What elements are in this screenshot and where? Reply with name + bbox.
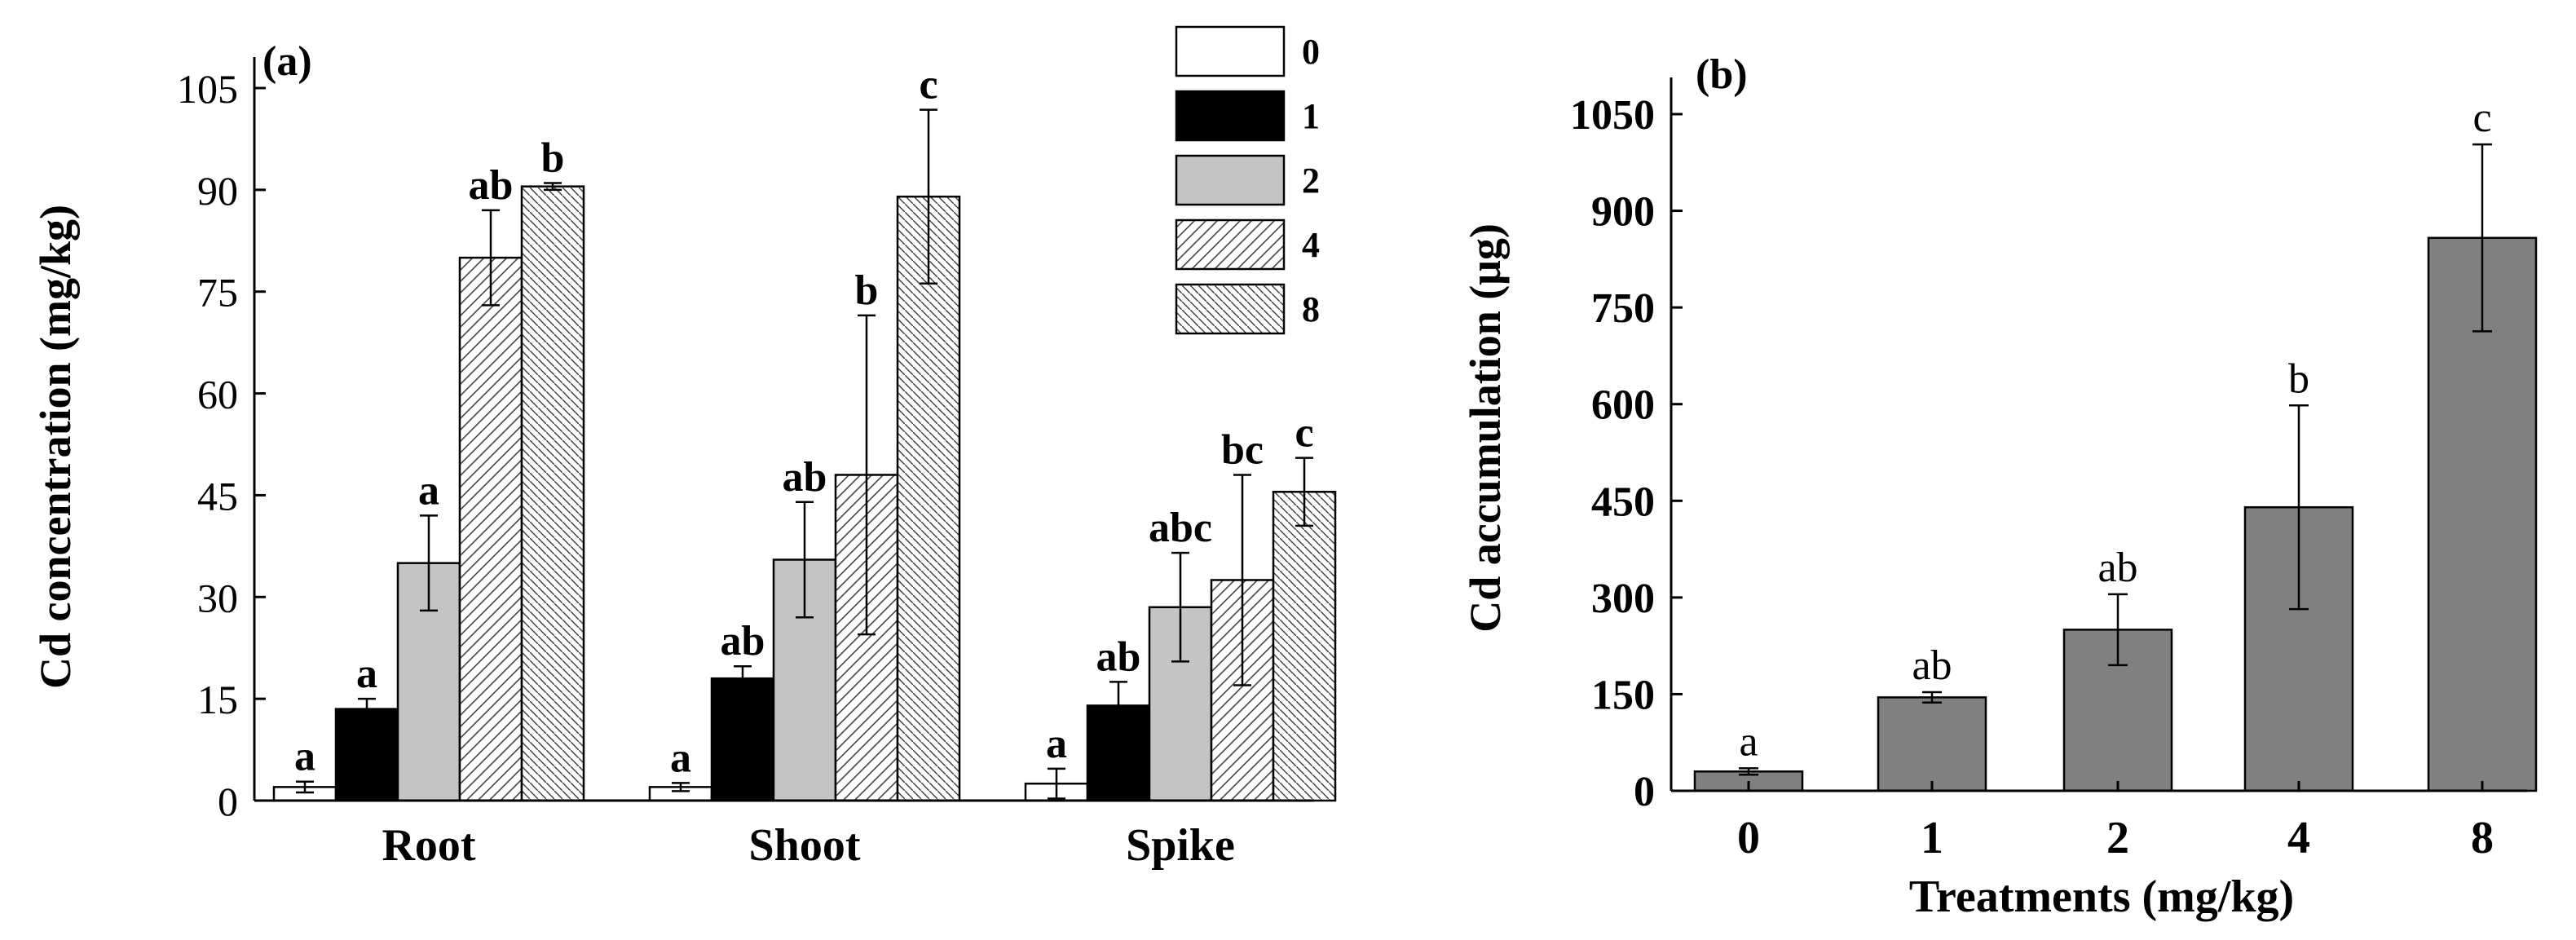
panel-b: (b) Cd accumulation (μg) 0 150 300 450 600 75…	[1461, 51, 2538, 922]
panel-b-y-tick-label: 900	[1591, 189, 1655, 236]
panel-a-bar-root-4	[458, 256, 523, 802]
legend-swatch-1	[1175, 90, 1286, 142]
panel-b-significance-letter: b	[2288, 355, 2309, 402]
legend-label-0: 0	[1302, 32, 1320, 72]
panel-a-significance-letter: abc	[1149, 505, 1212, 551]
panel-a-bar-root-8	[520, 185, 585, 802]
panel-b-y-tick-label: 600	[1591, 382, 1655, 429]
panel-a-significance-letter: a	[1046, 721, 1067, 767]
panel-b-y-tick-label: 750	[1591, 285, 1655, 332]
panel-b-x-tick-label: 2	[2106, 813, 2129, 863]
panel-b-x-ticks: 0 1 2 4 8	[1737, 781, 2494, 863]
panel-a-x-tick-label: Shoot	[749, 820, 861, 871]
panel-a-significance-letter: a	[670, 735, 691, 781]
panel-a-bar-shoot-1	[710, 677, 775, 802]
panel-a-bar-root-1	[334, 708, 399, 802]
legend-swatch-2	[1175, 154, 1286, 206]
panel-b-y-ticks: 0 150 300 450 600 750 900 1050	[1570, 92, 1683, 815]
panel-b-x-axis-label: Treatments (mg/kg)	[1909, 872, 2294, 922]
panel-a-bar-spike-8	[1272, 491, 1337, 802]
legend-label-8: 8	[1302, 289, 1320, 329]
panel-b-label: (b)	[1696, 51, 1748, 98]
panel-a-y-tick-label: 30	[197, 575, 238, 620]
panel-a-significance-letter: ab	[783, 454, 827, 501]
legend-swatch-0	[1175, 25, 1286, 77]
panel-b-bar-1	[1877, 696, 1987, 792]
panel-a-significance-letter: a	[294, 734, 315, 780]
panel-b-x-tick-label: 0	[1737, 813, 1760, 863]
panel-a-significance-letter: c	[919, 62, 937, 108]
panel-a-y-tick-label: 15	[197, 677, 238, 722]
panel-b-plot: a ab ab b c	[1693, 95, 2538, 792]
legend-swatch-4	[1175, 218, 1286, 271]
panel-a-y-tick-label: 60	[197, 372, 238, 417]
panel-a-x-tick-label: Spike	[1126, 820, 1235, 871]
panel-a-y-tick-label: 75	[197, 270, 238, 316]
panel-b-significance-letter: ab	[2097, 545, 2137, 591]
panel-a-significance-letter: c	[1295, 410, 1313, 457]
panel-a-significance-letter: bc	[1221, 426, 1264, 473]
panel-a-y-tick-label: 45	[197, 473, 238, 519]
panel-a-legend: 0 1 2 4 8	[1175, 25, 1320, 335]
panel-a-significance-letter: ab	[469, 162, 514, 209]
panel-b-y-tick-label: 0	[1634, 769, 1655, 815]
legend-label-2: 2	[1302, 161, 1320, 201]
panel-b-y-axis-label: Cd accumulation (μg)	[1461, 223, 1510, 633]
panel-a-x-tick-label: Root	[382, 820, 475, 871]
panel-b-x-tick-label: 1	[1921, 813, 1943, 863]
panel-a-significance-letter: a	[418, 467, 439, 514]
panel-b-significance-letter: ab	[1912, 642, 1952, 689]
panel-a-label: (a)	[262, 38, 312, 85]
panel-a-significance-letter: ab	[721, 618, 765, 664]
panel-a-y-ticks: 0 15 30 45 60 75 90 105	[177, 66, 266, 824]
panel-b-significance-letter: a	[1739, 718, 1758, 765]
panel-b-y-tick-label: 300	[1591, 576, 1655, 622]
panel-a-y-axis-label: Cd concentration (mg/kg)	[31, 205, 80, 689]
panel-a-y-tick-label: 105	[177, 66, 238, 112]
panel-a-y-tick-label: 90	[197, 168, 238, 214]
panel-a-significance-letter: a	[356, 651, 377, 697]
panel-a-significance-letter: ab	[1096, 633, 1141, 680]
legend-label-1: 1	[1302, 96, 1320, 136]
panel-b-y-tick-label: 450	[1591, 479, 1655, 525]
legend-swatch-8	[1175, 283, 1286, 335]
panel-a-y-tick-label: 0	[218, 779, 238, 824]
panel-a-x-ticks: Root Shoot Spike	[382, 820, 1234, 871]
panel-b-y-tick-label: 150	[1591, 672, 1655, 718]
panel-b-significance-letter: c	[2472, 95, 2491, 141]
panel-a-bar-shoot-8	[896, 195, 961, 802]
panel-a: (a) Cd concentration (mg/kg) 0 15 30 45 60 75…	[31, 25, 1337, 871]
panel-b-x-tick-label: 8	[2471, 813, 2494, 863]
legend-label-4: 4	[1302, 225, 1320, 265]
panel-b-x-tick-label: 4	[2287, 813, 2310, 863]
panel-a-significance-letter: b	[541, 135, 565, 182]
panel-b-y-tick-label: 1050	[1570, 92, 1655, 139]
panel-a-significance-letter: b	[855, 267, 879, 314]
